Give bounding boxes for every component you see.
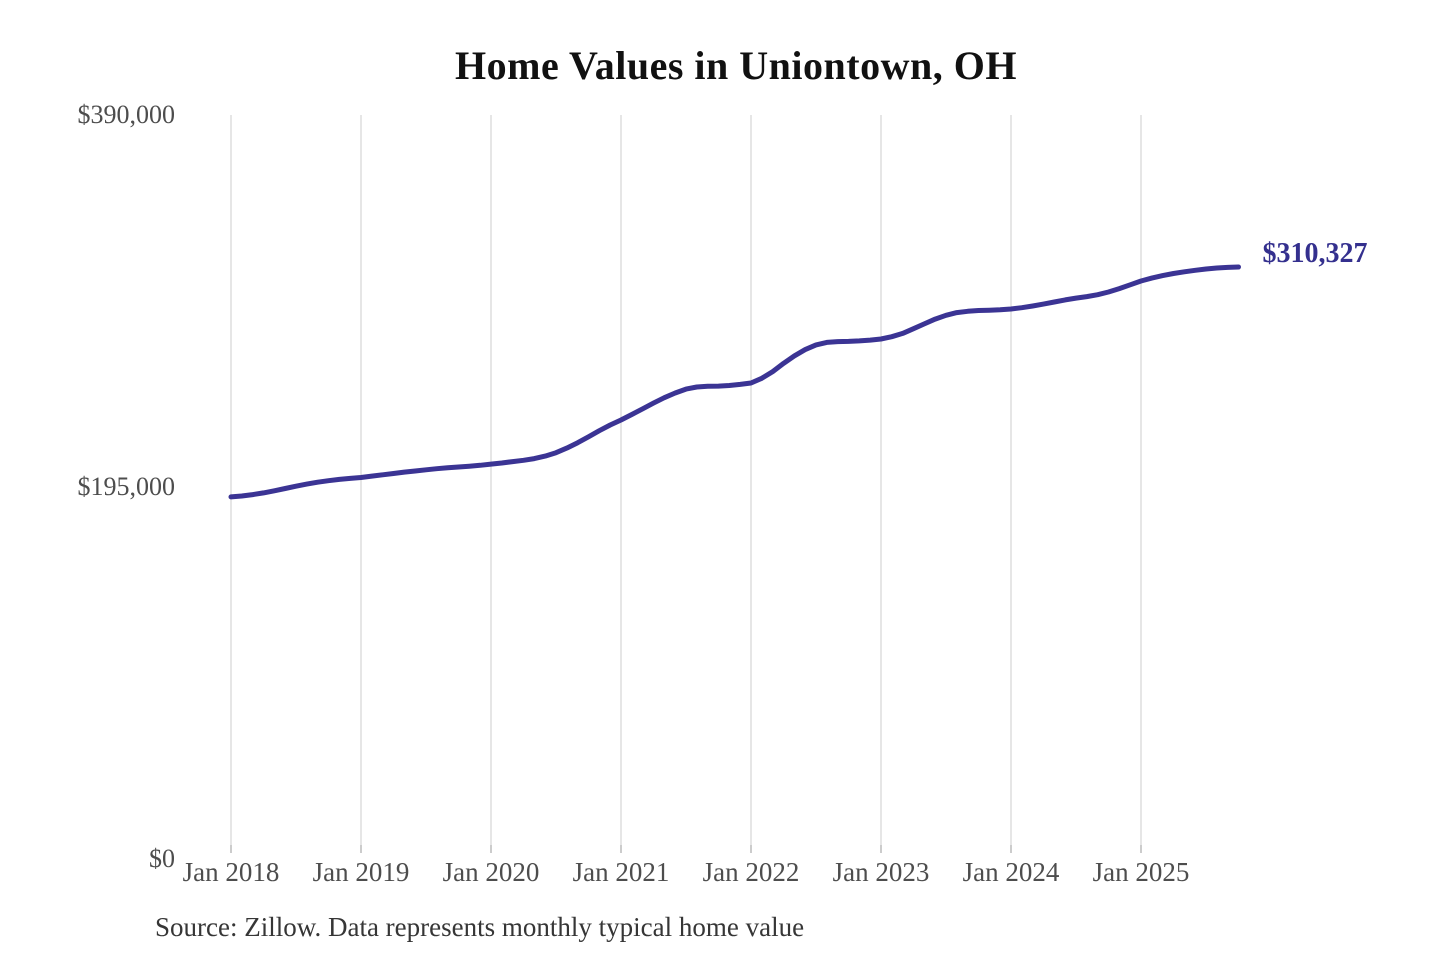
chart-title: Home Values in Uniontown, OH [455, 43, 1017, 88]
home-value-line [228, 264, 1241, 500]
x-tick-label: Jan 2022 [702, 857, 800, 887]
x-tick-label: Jan 2024 [962, 857, 1060, 887]
x-tick-label: Jan 2023 [832, 857, 930, 887]
y-tick-label: $0 [149, 844, 175, 873]
source-note: Source: Zillow. Data represents monthly … [155, 912, 805, 942]
end-value-label: $310,327 [1262, 237, 1368, 269]
x-tick-label: Jan 2021 [572, 857, 670, 887]
y-tick-label: $195,000 [77, 472, 176, 501]
y-tick-label: $390,000 [77, 100, 176, 129]
x-tick-label: Jan 2025 [1092, 857, 1190, 887]
x-tick-label: Jan 2019 [312, 857, 410, 887]
x-tick-label: Jan 2018 [182, 857, 280, 887]
x-tick-label: Jan 2020 [442, 857, 540, 887]
